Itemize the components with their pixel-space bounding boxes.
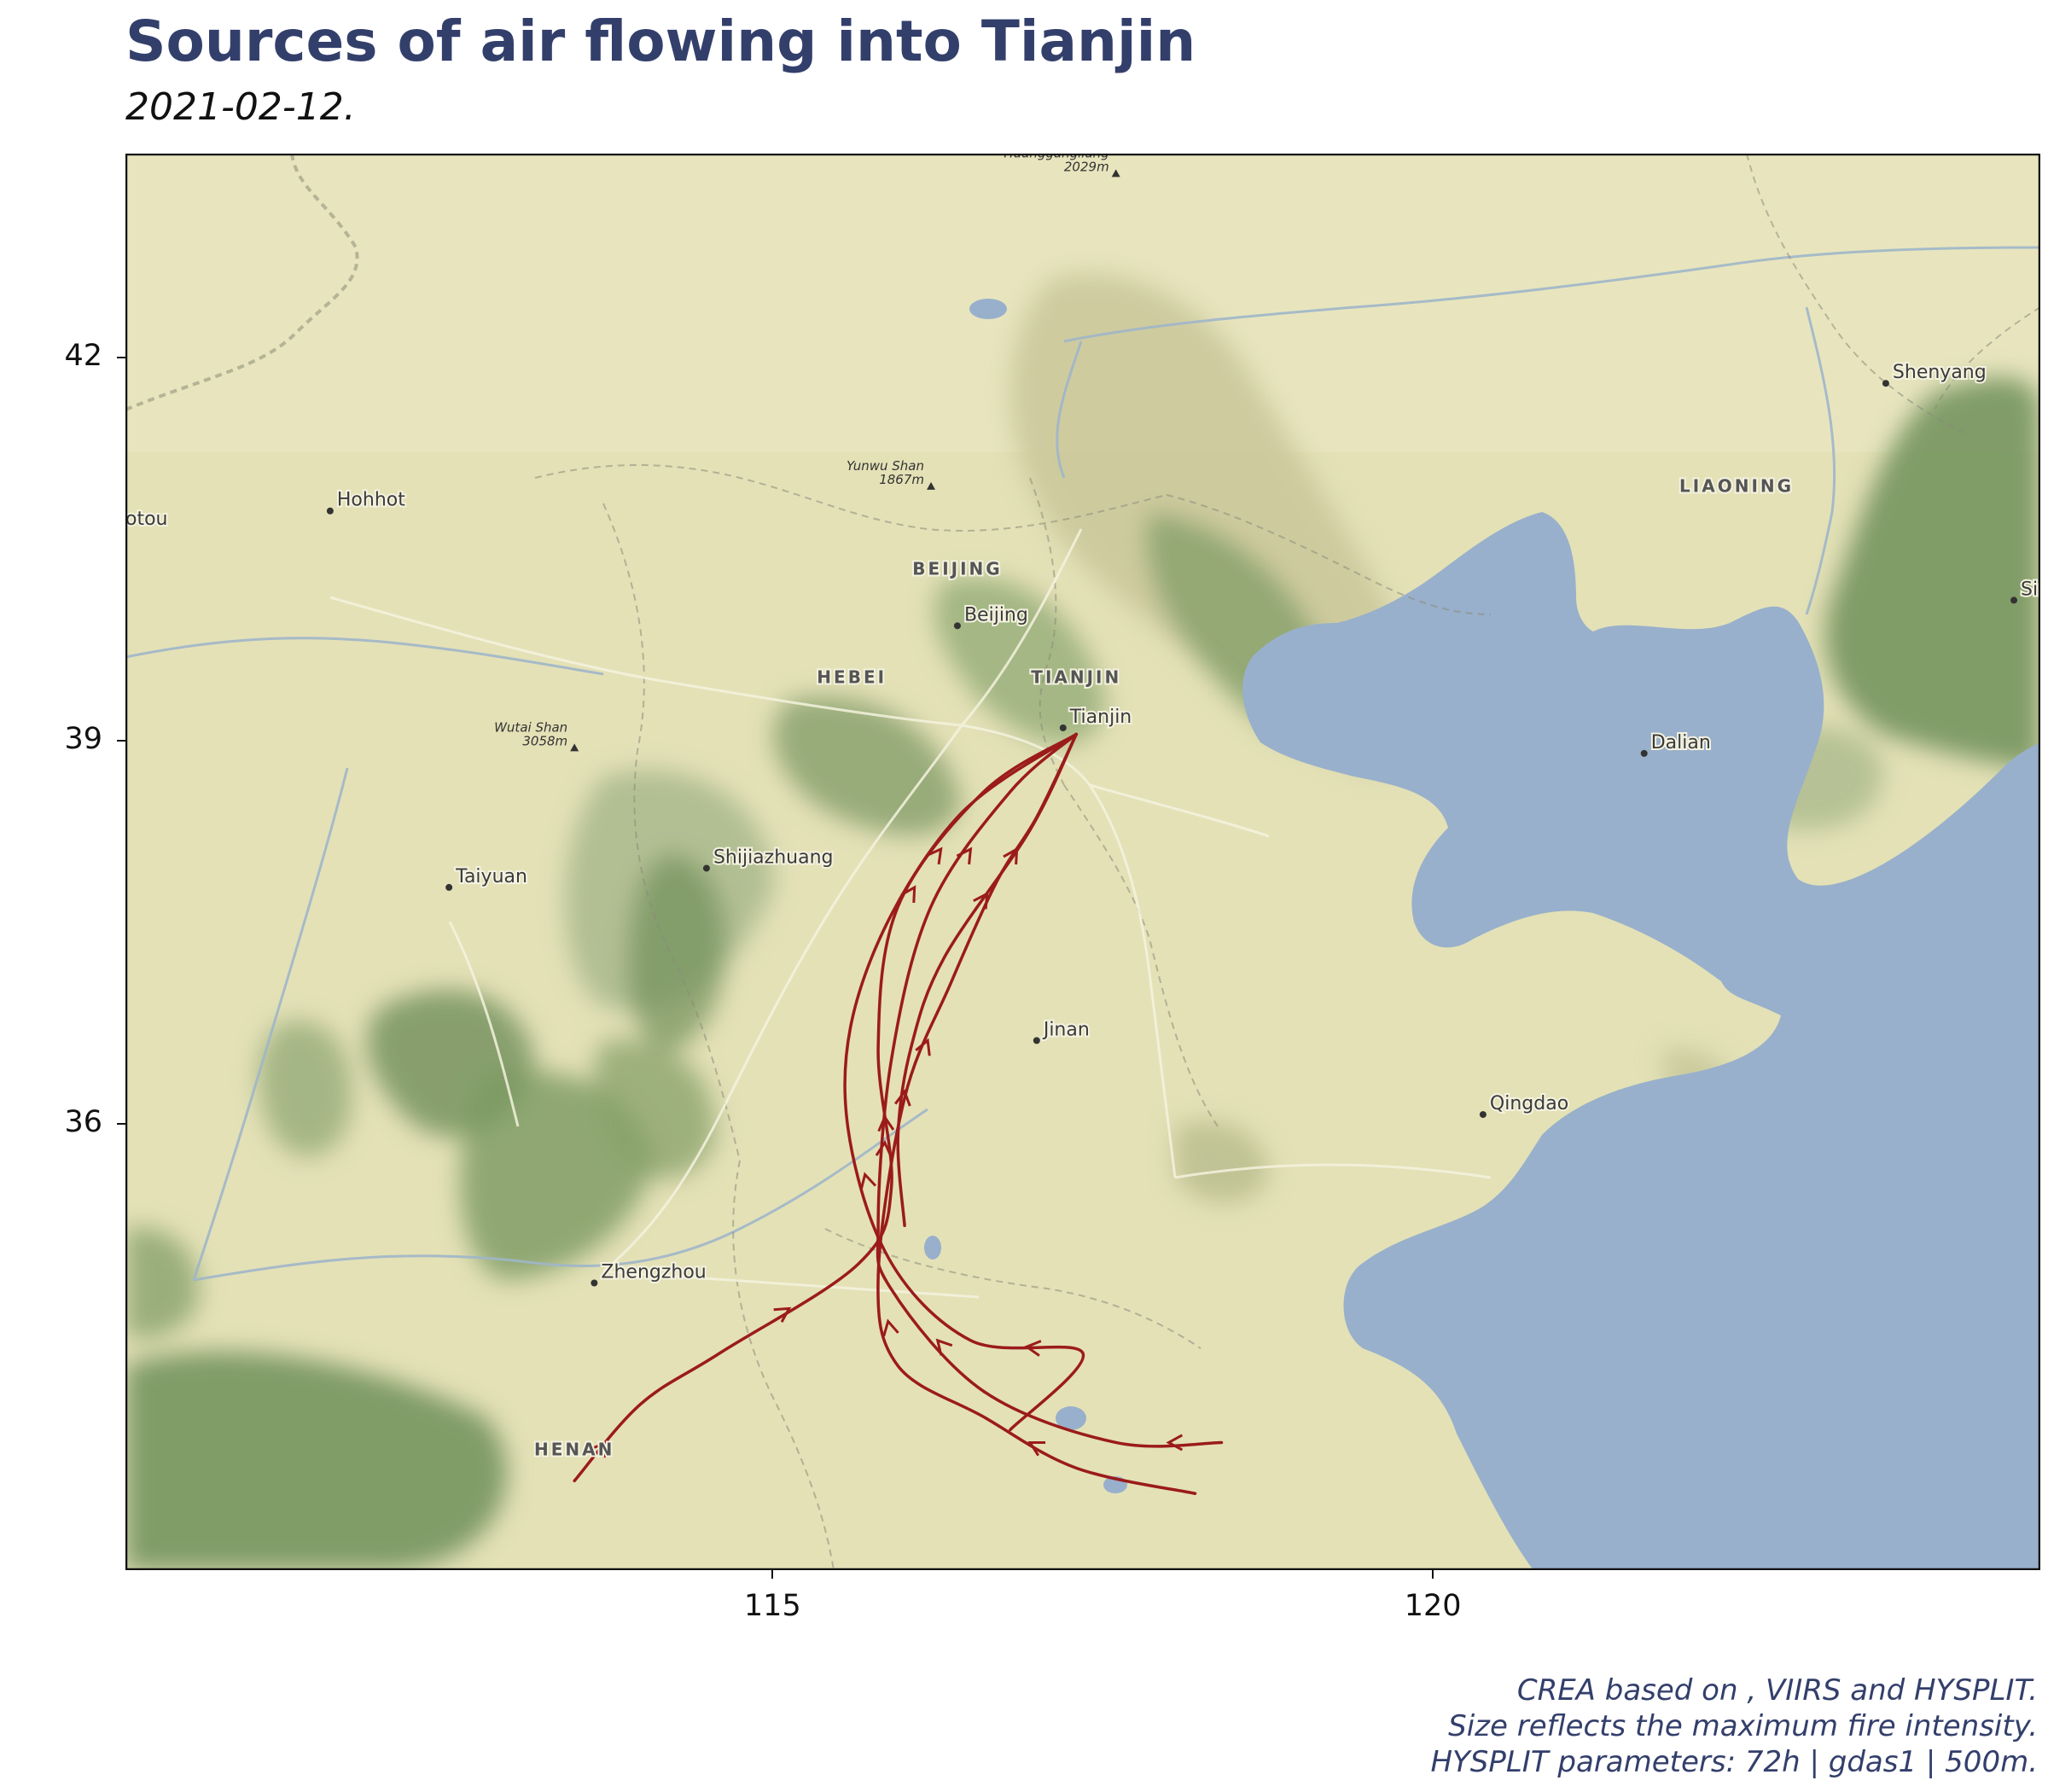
y-tick-label: 36 xyxy=(64,1104,102,1139)
city-marker xyxy=(953,622,961,630)
region-label: HEBEI xyxy=(817,667,887,688)
trajectory-arrowhead xyxy=(1024,1340,1042,1357)
y-tick-mark xyxy=(117,739,125,742)
city-label: Dalian xyxy=(1651,732,1711,753)
city-label: Zhengzhou xyxy=(601,1262,706,1283)
trajectory-arrowhead xyxy=(915,1038,931,1056)
trajectory-arrowhead xyxy=(859,1172,877,1190)
region-label: BEIJING xyxy=(912,559,1002,579)
lake-north xyxy=(969,299,1007,319)
trajectory-arrowhead xyxy=(900,885,916,903)
peak-elevation: 3058m xyxy=(522,733,567,748)
map-frame xyxy=(125,154,2040,1570)
y-tick-label: 42 xyxy=(64,339,102,374)
peak-name: Wutai Shan xyxy=(494,719,567,735)
peak-elevation: 2029m xyxy=(1064,159,1109,174)
city-label: Qingdao xyxy=(1490,1093,1568,1114)
trajectory-line xyxy=(876,732,1197,1496)
caption-line-1: CREA based on , VIIRS and HYSPLIT. xyxy=(1516,1673,2038,1708)
map-panel: Beijing Tianjin Shijiazhuang Taiyuan Hohhot J… xyxy=(125,154,2040,1570)
trajectory-arrowhead xyxy=(956,847,973,865)
city-label: Beijing xyxy=(964,604,1028,625)
y-tick-mark xyxy=(117,357,125,359)
city-marker xyxy=(591,1279,598,1287)
peak-marker xyxy=(570,743,579,752)
x-tick-label: 115 xyxy=(743,1589,801,1623)
trajectory-line xyxy=(876,732,1224,1448)
city-marker xyxy=(1882,380,1889,387)
caption-line-3: HYSPLIT parameters: 72h | gdas1 | 500m. xyxy=(1430,1745,2038,1779)
mountain-relief xyxy=(125,273,2040,1570)
trajectory-arrowhead xyxy=(1027,1440,1046,1457)
trajectory-arrowhead xyxy=(1003,847,1019,865)
city-marker xyxy=(1479,1111,1487,1119)
city-label: Shenyang xyxy=(1893,362,1987,383)
peak-marker xyxy=(1111,169,1120,177)
city-marker xyxy=(1059,724,1067,731)
city-marker xyxy=(326,507,334,515)
city-label: Tianjin xyxy=(1069,707,1132,728)
x-tick-mark xyxy=(771,1570,774,1579)
city-marker xyxy=(702,864,710,872)
y-tick-mark xyxy=(117,1122,125,1125)
city-label: Jinan xyxy=(1042,1019,1090,1040)
trajectory-arrowhead xyxy=(935,1338,953,1356)
trajectory-layer xyxy=(573,732,1224,1496)
city-marker xyxy=(445,883,453,891)
caption-line-2: Size reflects the maximum fire intensity… xyxy=(1448,1709,2038,1743)
y-tick-label: 39 xyxy=(64,721,102,756)
sea-bohai-yellow xyxy=(1242,512,2040,1570)
city-label: Taiyuan xyxy=(455,866,527,887)
trajectory-arrowhead xyxy=(773,1306,792,1323)
city-label: Sinŭiju xyxy=(2021,579,2040,600)
region-label: TIANJIN xyxy=(1031,667,1121,688)
city-label: Hohhot xyxy=(337,490,405,511)
x-tick-label: 120 xyxy=(1404,1589,1462,1623)
trajectory-arrowhead xyxy=(1166,1434,1184,1452)
roads xyxy=(329,528,1492,1299)
city-label: Shijiazhuang xyxy=(713,847,834,868)
trajectory-arrowhead xyxy=(894,1089,911,1107)
city-marker xyxy=(1033,1037,1040,1044)
caption: CREA based on , VIIRS and HYSPLIT. Size … xyxy=(1430,1673,2038,1780)
chart-subtitle: 2021-02-12. xyxy=(125,85,356,129)
trajectory-arrowhead xyxy=(875,1139,893,1158)
region-label: HENAN xyxy=(534,1439,614,1459)
trajectory-arrowhead xyxy=(926,847,943,865)
trajectory-arrowhead xyxy=(882,1318,899,1337)
trajectory-arrowhead xyxy=(592,1440,609,1458)
peak-name: Huanggangliang xyxy=(1004,154,1108,160)
trajectory-line xyxy=(843,732,1085,1432)
region-label: LIAONING xyxy=(1679,475,1794,496)
city-marker xyxy=(2010,596,2018,604)
city-marker xyxy=(1640,749,1648,757)
label-layer: Beijing Tianjin Shijiazhuang Taiyuan Hohhot J… xyxy=(125,154,2040,1461)
peak-elevation: 1867m xyxy=(879,472,924,487)
lake-south xyxy=(1056,1406,1086,1430)
peak-marker xyxy=(927,481,936,490)
city-label: otou xyxy=(125,509,168,530)
peak-name: Yunwu Shan xyxy=(847,458,924,474)
x-tick-mark xyxy=(1432,1570,1434,1579)
chart-title: Sources of air flowing into Tianjin xyxy=(125,9,1196,74)
lake-dongping xyxy=(924,1236,941,1260)
